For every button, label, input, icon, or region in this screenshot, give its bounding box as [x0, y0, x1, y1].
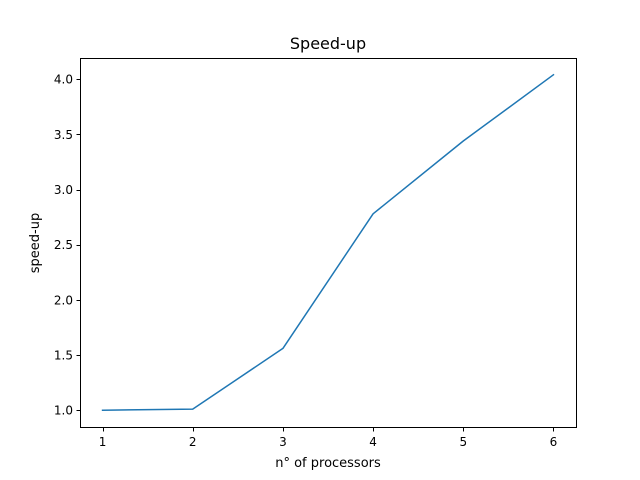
x-tick-label: 4: [369, 435, 377, 449]
series-line-0: [101, 73, 555, 411]
y-tick-label: 1.5: [54, 349, 73, 363]
y-tick-label: 4.0: [54, 73, 73, 87]
y-tick-label: 2.0: [54, 293, 73, 307]
y-axis-ticks: 1.0 1.5 2.0 2.5 3.0 3.5 4.0: [54, 73, 81, 418]
y-axis-label: speed-up: [28, 213, 43, 273]
x-tick-label: 1: [99, 435, 107, 449]
chart-title: Speed-up: [290, 34, 366, 53]
y-tick-label: 1.0: [54, 404, 73, 418]
x-tick-label: 2: [189, 435, 197, 449]
x-tick-label: 5: [459, 435, 467, 449]
plot-area: [101, 73, 555, 411]
axes-frame: [80, 58, 577, 428]
y-tick-label: 3.0: [54, 183, 73, 197]
y-tick-label: 2.5: [54, 238, 73, 252]
x-axis-label: n° of processors: [275, 456, 381, 471]
x-tick-label: 6: [550, 435, 558, 449]
y-tick-label: 3.5: [54, 128, 73, 142]
x-tick-label: 3: [279, 435, 287, 449]
x-axis-ticks: 1 2 3 4 5 6: [99, 427, 558, 449]
